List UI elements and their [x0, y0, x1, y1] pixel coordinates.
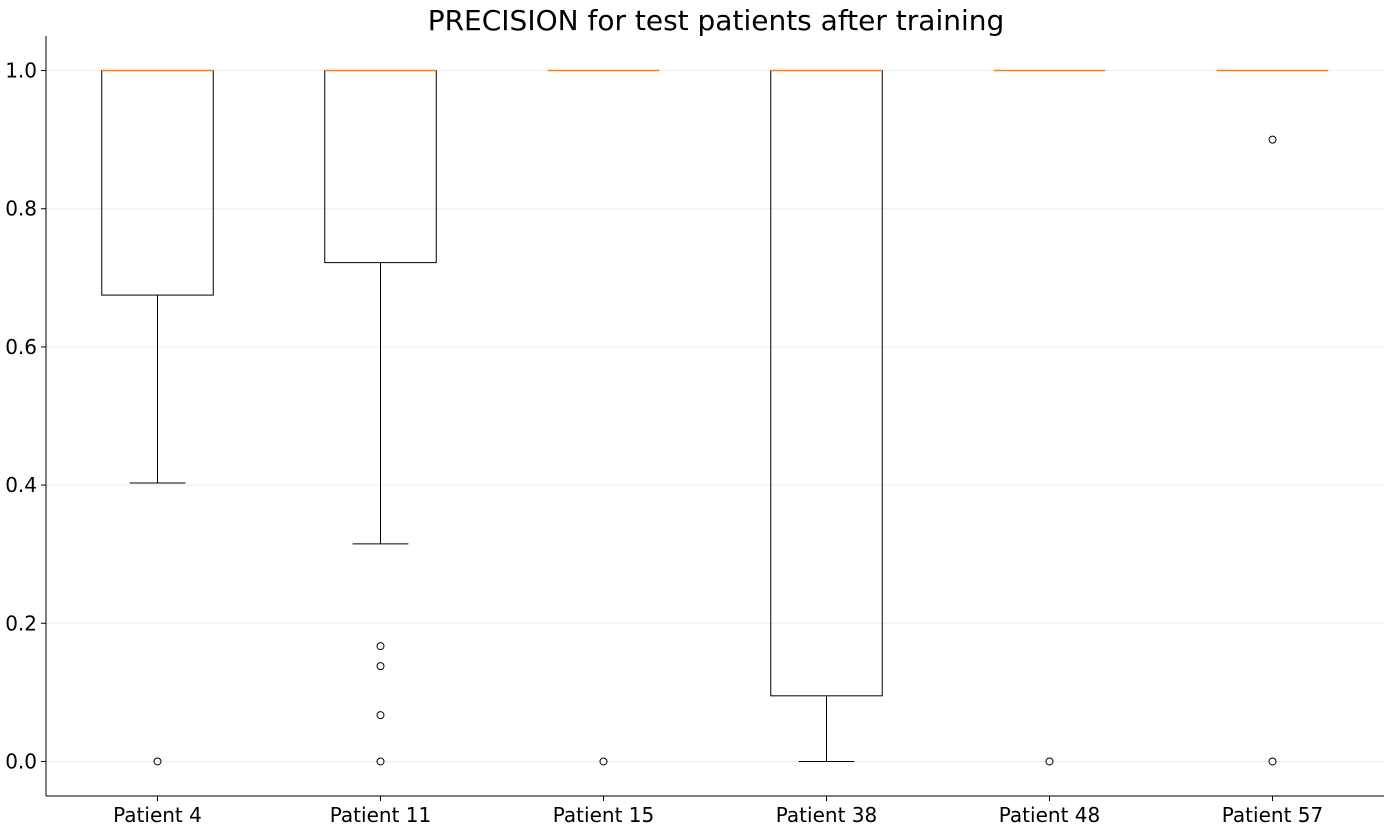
- x-tick-label: Patient 11: [330, 803, 431, 827]
- outlier-point: [153, 757, 162, 766]
- y-tick-label: 0.6: [5, 335, 37, 359]
- y-tick-label: 1.0: [5, 59, 37, 83]
- x-tick-label: Patient 15: [553, 803, 654, 827]
- iqr-box: [770, 70, 883, 697]
- x-tick-label: Patient 48: [999, 803, 1100, 827]
- box-patient-11: [324, 69, 437, 766]
- box-patient-38: [770, 69, 883, 762]
- iqr-box: [324, 70, 437, 264]
- outlier-point: [376, 757, 385, 766]
- axes: 0.0 0.2 0.4 0.6 0.8 1.0 Patient 4 Patient 11 Pat…: [5, 36, 1384, 827]
- outlier-point: [1268, 757, 1277, 766]
- box-group: [101, 69, 1329, 766]
- outlier-point: [376, 711, 385, 720]
- y-tick-label: 0.4: [5, 473, 37, 497]
- x-tick-label: Patient 38: [776, 803, 877, 827]
- outlier-point: [376, 662, 385, 671]
- box-patient-4: [101, 69, 214, 766]
- x-tick-label: Patient 57: [1222, 803, 1323, 827]
- chart-title: PRECISION for test patients after traini…: [428, 4, 1005, 37]
- y-tick-label: 0.0: [5, 749, 37, 773]
- outlier-point: [1045, 757, 1054, 766]
- iqr-box: [101, 70, 214, 296]
- outlier-point: [599, 757, 608, 766]
- outlier-point: [1268, 135, 1277, 144]
- outlier-point: [376, 642, 385, 651]
- y-tick-label: 0.2: [5, 611, 37, 635]
- grid-lines: [46, 70, 1384, 762]
- box-patient-48: [993, 69, 1106, 766]
- y-tick-label: 0.8: [5, 197, 37, 221]
- x-tick-label: Patient 4: [113, 803, 202, 827]
- box-patient-57: [1216, 69, 1329, 766]
- box-patient-15: [547, 69, 660, 766]
